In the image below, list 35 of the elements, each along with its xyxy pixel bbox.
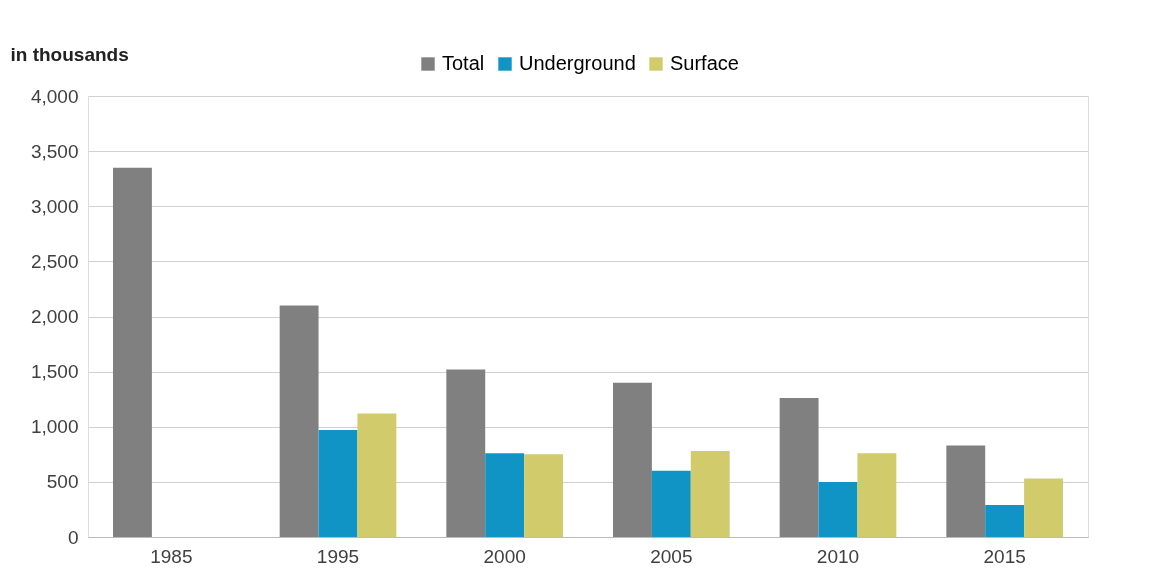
- bar: [113, 167, 152, 537]
- bar: [690, 451, 730, 537]
- y-tick-label: 2,000: [30, 306, 79, 327]
- x-tick-label: 1995: [316, 545, 360, 567]
- x-tick-label: 2010: [816, 545, 860, 567]
- x-tick-label: 2015: [983, 545, 1026, 567]
- y-tick-label: 1,000: [30, 416, 79, 438]
- legend-label: Surface: [670, 52, 739, 74]
- y-tick-label: 3,000: [30, 195, 79, 217]
- y-tick-label: 0: [67, 526, 79, 548]
- bar: [613, 382, 652, 537]
- bar: [279, 305, 319, 537]
- legend-label: Underground: [519, 52, 636, 74]
- y-tick-label: 4,000: [30, 85, 79, 107]
- x-tick-label: 2000: [483, 545, 526, 567]
- bar: [779, 398, 819, 537]
- bar: [318, 430, 358, 537]
- bar: [985, 505, 1025, 537]
- bar: [446, 369, 486, 537]
- bar: [857, 453, 897, 537]
- y-tick-label: 500: [46, 471, 79, 493]
- y-tick-label: 2,500: [30, 250, 79, 272]
- bar: [818, 481, 858, 537]
- y-axis-title: in thousands: [10, 43, 129, 65]
- bar: [357, 413, 397, 537]
- bar: [946, 445, 986, 537]
- bar: [1024, 478, 1063, 537]
- bar: [524, 454, 563, 537]
- y-tick-label: 3,500: [30, 140, 79, 162]
- legend-label: Total: [442, 52, 485, 74]
- x-tick-label: 1985: [150, 545, 193, 567]
- bar: [485, 453, 525, 537]
- bar: [651, 470, 691, 537]
- y-tick-label: 1,500: [30, 361, 79, 383]
- x-tick-label: 2005: [650, 545, 693, 567]
